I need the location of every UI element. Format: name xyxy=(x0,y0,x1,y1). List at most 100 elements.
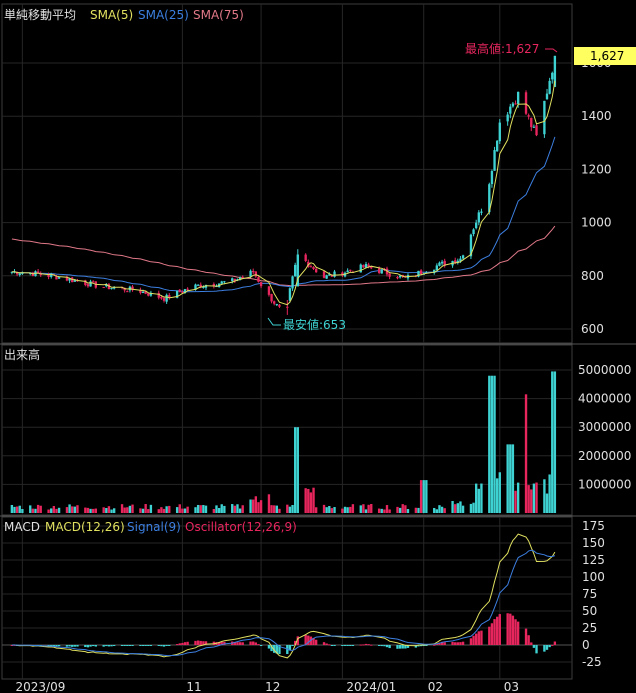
candle-body xyxy=(417,270,420,277)
volume-bar xyxy=(543,479,546,513)
candle-body xyxy=(288,288,292,301)
panel-frame-1 xyxy=(1,344,573,516)
volume-bar xyxy=(343,506,347,513)
volume-bar xyxy=(425,480,428,513)
oscillator-bar xyxy=(217,641,221,645)
volume-bar xyxy=(36,504,40,513)
volume-bar xyxy=(102,507,105,513)
oscillator-bar xyxy=(553,641,557,645)
volume-bar xyxy=(199,505,202,513)
volume-bar xyxy=(495,478,499,513)
oscillator-bar xyxy=(545,645,549,650)
oscillator-bar xyxy=(527,635,530,645)
sma5-line-group xyxy=(11,80,556,306)
legend-macd: MACD(12,26) xyxy=(45,520,125,534)
macd-axis-tick: -25 xyxy=(582,655,602,669)
macd-title: MACD xyxy=(4,520,40,534)
oscillator-bar xyxy=(102,645,105,647)
volume-bar xyxy=(383,509,386,513)
oscillator-bar xyxy=(435,643,439,645)
volume-bar xyxy=(304,488,307,513)
oscillator-bar xyxy=(162,645,166,647)
volume-bar xyxy=(498,472,501,513)
volume-bar xyxy=(514,490,517,513)
candle-body xyxy=(149,292,153,296)
candle-body xyxy=(18,273,21,275)
volume-bar xyxy=(454,504,457,513)
candle-body xyxy=(477,212,480,223)
volume-bar xyxy=(480,483,483,513)
volume-bar xyxy=(364,509,368,513)
volume-bar xyxy=(15,506,19,513)
volume-bar xyxy=(181,508,184,513)
volume-bar xyxy=(10,504,14,513)
candle-body xyxy=(194,284,197,290)
volume-bar xyxy=(84,507,87,513)
oscillator-bar xyxy=(506,613,509,645)
oscillator-bar xyxy=(341,645,344,646)
volume-bar xyxy=(488,375,491,513)
candle-body xyxy=(396,276,399,279)
legend-sma25: SMA(25) xyxy=(138,8,189,22)
oscillator-bar xyxy=(196,640,200,645)
oscillator-bar xyxy=(76,645,79,647)
candle-body xyxy=(461,255,465,259)
candle-body xyxy=(286,306,289,308)
oscillator-bar xyxy=(149,645,153,646)
macd-axis-tick: 75 xyxy=(582,587,597,601)
oscillator-bar xyxy=(322,642,326,645)
candle-body xyxy=(196,284,200,286)
volume-bar xyxy=(39,505,42,513)
oscillator-bar xyxy=(199,640,202,645)
volume-bar xyxy=(341,508,344,513)
volume-bar xyxy=(475,483,478,513)
candle-body xyxy=(380,269,383,274)
volume-bar xyxy=(131,504,134,513)
candle-body xyxy=(488,184,491,213)
volume-bar xyxy=(307,488,310,513)
candle-body xyxy=(545,93,549,100)
volume-bar xyxy=(406,509,410,513)
candle-body xyxy=(328,274,331,276)
volume-bar xyxy=(527,485,530,513)
volume-bar xyxy=(86,507,90,513)
oscillator-bar xyxy=(380,645,383,647)
volume-bar xyxy=(506,444,509,513)
volume-bar xyxy=(451,501,454,513)
oscillator-bar xyxy=(480,630,483,645)
candle-body xyxy=(543,100,546,135)
oscillator-bar xyxy=(139,645,142,646)
candle-body xyxy=(493,150,496,171)
volume-bar xyxy=(238,508,242,513)
volume-bar xyxy=(94,508,97,513)
candle-body xyxy=(472,229,475,235)
oscillator-bar xyxy=(330,645,334,646)
candle-body xyxy=(443,260,446,266)
volume-bar xyxy=(107,506,111,513)
x-axis-label: 2023/09 xyxy=(15,680,65,693)
oscillator-bar xyxy=(68,645,71,647)
candle-body xyxy=(495,140,499,152)
candle-body xyxy=(377,268,381,273)
candle-body xyxy=(249,270,252,277)
volume-bar xyxy=(346,507,349,513)
oscillator-bar xyxy=(490,623,494,645)
oscillator-bar xyxy=(65,645,69,647)
candle-body xyxy=(126,291,129,293)
volume-bar xyxy=(196,504,200,513)
volume-bar xyxy=(92,508,95,513)
oscillator-bar xyxy=(454,642,457,645)
oscillator-bar xyxy=(333,645,336,646)
volume-bar xyxy=(469,503,473,513)
volume-axis-tick: 4000000 xyxy=(578,392,631,406)
candle-body xyxy=(92,281,95,283)
volume-bar xyxy=(73,506,77,513)
legend-signal: Signal(9) xyxy=(127,520,181,534)
candle-body xyxy=(165,294,168,302)
oscillator-bar xyxy=(71,645,74,647)
oscillator-bar xyxy=(47,645,50,646)
oscillator-bar xyxy=(128,645,132,646)
volume-bar xyxy=(477,488,480,513)
candle-body xyxy=(349,269,352,271)
